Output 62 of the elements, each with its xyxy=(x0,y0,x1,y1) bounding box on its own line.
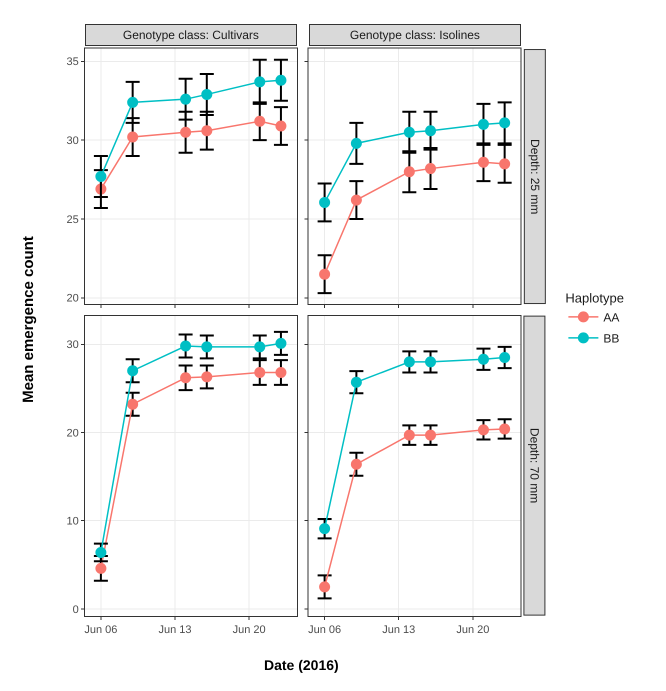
y-tick-label: 20 xyxy=(66,292,79,305)
y-tick-label: 30 xyxy=(66,135,79,148)
point xyxy=(499,158,510,170)
x-tick-label: Jun 13 xyxy=(158,624,192,636)
x-tick-label: Jun 06 xyxy=(308,624,342,636)
point xyxy=(319,196,330,208)
point xyxy=(180,340,192,352)
text: Depth: 70 mm xyxy=(527,428,542,504)
point xyxy=(201,125,212,136)
point xyxy=(404,166,415,178)
point xyxy=(404,356,415,368)
point xyxy=(350,138,362,149)
point xyxy=(425,356,436,368)
y-tick-label: 25 xyxy=(66,214,79,226)
point xyxy=(127,132,138,143)
point xyxy=(319,268,330,280)
point xyxy=(180,94,192,105)
point xyxy=(478,156,489,168)
point xyxy=(201,341,212,352)
point xyxy=(127,96,138,108)
point xyxy=(201,371,212,382)
point xyxy=(127,398,138,410)
point xyxy=(499,117,510,128)
point xyxy=(127,365,138,376)
y-tick-label: 30 xyxy=(66,339,79,352)
point xyxy=(404,126,415,138)
point xyxy=(275,338,286,349)
point xyxy=(180,372,192,384)
point xyxy=(350,376,362,388)
point xyxy=(95,562,106,574)
x-tick-label: Jun 20 xyxy=(456,624,490,636)
point xyxy=(425,163,436,174)
point xyxy=(254,76,266,88)
point xyxy=(478,354,489,365)
point xyxy=(95,170,106,182)
point xyxy=(425,125,436,136)
y-tick-label: 10 xyxy=(66,516,79,528)
point xyxy=(201,88,212,100)
x-tick-label: Jun 06 xyxy=(84,624,118,636)
point xyxy=(478,118,489,130)
x-axis-title: Date (2016) xyxy=(264,657,339,673)
chart-title: Genotype class: Cultivars xyxy=(122,28,259,42)
x-tick-label: Jun 20 xyxy=(232,624,266,636)
legend-label: AA xyxy=(603,310,620,325)
point xyxy=(275,74,286,86)
point xyxy=(499,352,510,363)
y-tick-label: 0 xyxy=(72,604,79,616)
legend-label: BB xyxy=(603,332,620,346)
point xyxy=(275,366,286,378)
legend-title: Haplotype xyxy=(565,290,624,306)
point xyxy=(254,366,266,378)
chart-title: Genotype class: Isolines xyxy=(350,28,480,42)
point xyxy=(275,120,286,132)
text: Depth: 25 mm xyxy=(528,139,542,214)
y-axis-title: Mean emergence count xyxy=(20,236,37,403)
point xyxy=(350,194,362,206)
y-tick-label: 35 xyxy=(66,56,79,68)
x-tick-label: Jun 13 xyxy=(382,624,416,636)
point xyxy=(254,116,266,127)
y-tick-label: 20 xyxy=(66,427,79,440)
point xyxy=(254,341,266,352)
point xyxy=(180,126,192,138)
